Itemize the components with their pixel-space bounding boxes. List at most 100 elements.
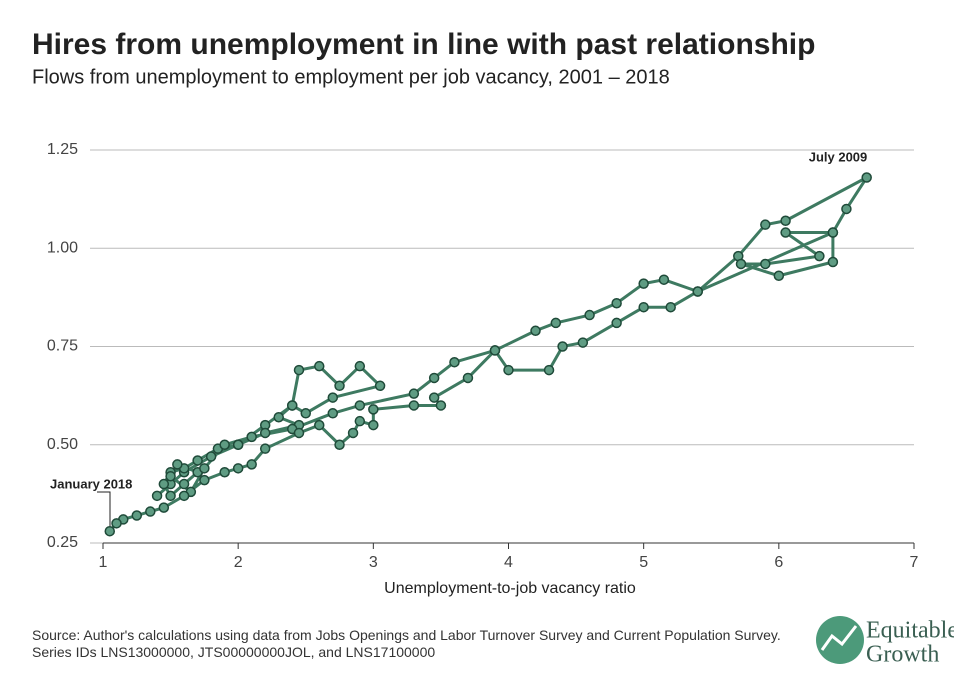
point bbox=[735, 258, 747, 270]
x-tick-label: 1 bbox=[99, 554, 108, 571]
point bbox=[314, 419, 325, 431]
point bbox=[273, 411, 284, 423]
point bbox=[550, 317, 562, 329]
y-tick-label: 0.75 bbox=[47, 338, 78, 355]
y-tick-label: 1.25 bbox=[47, 141, 78, 158]
point bbox=[638, 278, 649, 289]
point bbox=[259, 427, 271, 439]
point bbox=[314, 360, 325, 372]
point bbox=[178, 490, 190, 502]
point bbox=[334, 380, 345, 392]
point bbox=[334, 439, 345, 450]
point bbox=[584, 309, 595, 321]
point bbox=[780, 227, 791, 238]
point bbox=[503, 364, 514, 376]
point bbox=[368, 419, 379, 431]
series-line bbox=[108, 176, 869, 533]
point bbox=[408, 388, 420, 399]
point bbox=[435, 400, 447, 411]
x-tick-label: 6 bbox=[774, 554, 783, 571]
point bbox=[165, 490, 176, 502]
point bbox=[232, 439, 244, 450]
source-note: Source: Author's calculations using data… bbox=[32, 627, 781, 660]
point bbox=[219, 467, 230, 478]
point bbox=[205, 451, 217, 462]
point bbox=[658, 274, 670, 285]
point bbox=[368, 404, 379, 415]
point bbox=[428, 392, 440, 403]
point bbox=[293, 364, 305, 376]
point bbox=[861, 172, 872, 183]
point bbox=[104, 525, 116, 537]
point bbox=[530, 325, 541, 337]
point bbox=[178, 478, 190, 490]
point bbox=[199, 474, 210, 486]
point bbox=[827, 256, 839, 268]
point bbox=[557, 341, 568, 352]
logo-icon bbox=[820, 625, 858, 651]
point bbox=[489, 345, 501, 356]
point bbox=[165, 470, 176, 482]
annotation: July 2009 bbox=[809, 149, 868, 164]
x-tick-label: 3 bbox=[369, 554, 378, 571]
point bbox=[219, 439, 230, 450]
point bbox=[246, 459, 257, 470]
point bbox=[638, 301, 649, 313]
point bbox=[300, 408, 311, 419]
point bbox=[773, 270, 785, 282]
point bbox=[462, 372, 474, 384]
annotation-leader bbox=[97, 491, 111, 528]
point bbox=[449, 356, 460, 368]
point bbox=[158, 502, 170, 513]
point bbox=[760, 219, 771, 230]
y-tick-label: 0.25 bbox=[47, 534, 78, 551]
y-tick-label: 0.50 bbox=[47, 436, 78, 453]
x-tick-label: 5 bbox=[639, 554, 648, 571]
point bbox=[374, 380, 386, 392]
logo-text: Equitable bbox=[866, 618, 954, 644]
point bbox=[286, 400, 298, 411]
point bbox=[408, 400, 420, 411]
point bbox=[145, 506, 156, 517]
point bbox=[692, 286, 703, 297]
point bbox=[327, 408, 339, 419]
point bbox=[611, 298, 622, 309]
chart-title: Hires from unemployment in line with pas… bbox=[32, 28, 815, 61]
x-tick-label: 7 bbox=[910, 554, 919, 571]
y-tick-label: 1.00 bbox=[47, 239, 78, 256]
point bbox=[780, 215, 791, 226]
logo-text: Growth bbox=[866, 642, 939, 668]
annotation: January 2018 bbox=[50, 476, 132, 491]
point bbox=[760, 258, 771, 270]
logo-icon bbox=[816, 616, 864, 664]
point bbox=[543, 364, 555, 376]
x-axis-label: Unemployment-to-job vacancy ratio bbox=[384, 580, 636, 597]
point bbox=[827, 227, 839, 238]
x-tick-label: 2 bbox=[234, 554, 243, 571]
x-tick-label: 4 bbox=[504, 554, 513, 571]
point bbox=[354, 415, 366, 427]
point bbox=[428, 372, 440, 384]
point bbox=[354, 400, 366, 411]
point bbox=[293, 427, 305, 439]
point bbox=[151, 490, 163, 502]
point bbox=[111, 518, 122, 529]
point bbox=[246, 431, 257, 443]
chart-subtitle: Flows from unemployment to employment pe… bbox=[32, 66, 670, 88]
point bbox=[665, 301, 676, 313]
point bbox=[131, 510, 143, 521]
point bbox=[172, 459, 183, 470]
point bbox=[327, 392, 339, 403]
point bbox=[259, 443, 271, 454]
point bbox=[814, 250, 825, 262]
point bbox=[841, 203, 852, 215]
point bbox=[158, 478, 170, 490]
point bbox=[199, 463, 210, 474]
point bbox=[347, 427, 359, 439]
point bbox=[611, 317, 622, 329]
point bbox=[232, 463, 244, 474]
point bbox=[192, 455, 203, 466]
point bbox=[577, 337, 589, 348]
